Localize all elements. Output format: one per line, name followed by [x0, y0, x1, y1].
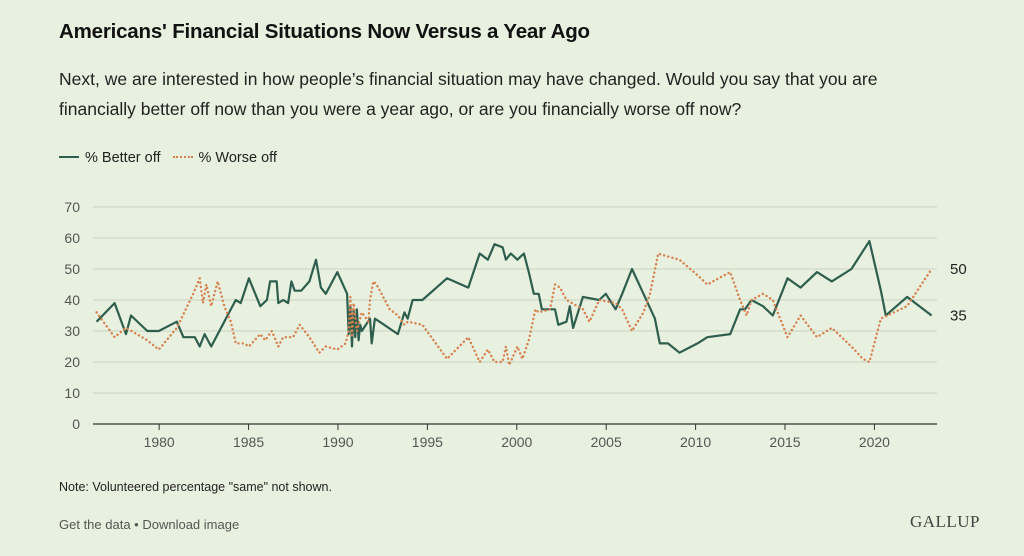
y-tick-label-40: 40: [64, 292, 80, 308]
legend-swatch-worse: [172, 156, 193, 158]
x-tick-label-1990: 1990: [322, 434, 353, 450]
x-tick-label-2020: 2020: [859, 434, 890, 450]
x-tick-label-1995: 1995: [412, 434, 443, 450]
line-chart: 0 10 20 30 40 50 60 70 1980 1985 1990 1995 2000 2005 2…: [64, 199, 967, 450]
legend-label-better: % Better off: [85, 150, 161, 166]
x-tick-label-1985: 1985: [233, 434, 264, 450]
chart-note: Note: Volunteered percentage "same" not …: [59, 480, 332, 494]
download-image-link[interactable]: Download image: [142, 517, 240, 532]
end-label-worse: 50: [950, 261, 967, 278]
y-tick-label-30: 30: [64, 323, 80, 339]
legend-label-worse: % Worse off: [198, 150, 277, 166]
y-tick-label-0: 0: [72, 416, 80, 432]
series-line-worse: [95, 252, 933, 367]
x-tick-label-2010: 2010: [680, 434, 711, 450]
y-tick-label-10: 10: [64, 385, 80, 401]
footer-separator: •: [130, 517, 143, 532]
footer-links: Get the data • Download image: [59, 517, 239, 532]
chart-subtitle: Next, we are interested in how people’s …: [59, 69, 878, 119]
y-tick-label-50: 50: [64, 261, 80, 277]
x-tick-label-2015: 2015: [769, 434, 800, 450]
chart-legend: % Better off % Worse off: [59, 150, 277, 166]
y-tick-label-60: 60: [64, 230, 80, 246]
x-tick-label-2005: 2005: [591, 434, 622, 450]
end-label-better: 35: [950, 308, 967, 325]
x-tick-label-2000: 2000: [501, 434, 532, 450]
x-tick-label-1980: 1980: [144, 434, 175, 450]
get-data-link[interactable]: Get the data: [59, 517, 131, 532]
legend-swatch-better: [59, 156, 79, 158]
y-tick-label-20: 20: [64, 354, 80, 370]
chart-title: Americans' Financial Situations Now Vers…: [59, 20, 590, 43]
series-line-better: [95, 240, 933, 354]
y-tick-label-70: 70: [64, 199, 80, 215]
gallup-logo: GALLUP: [909, 512, 980, 531]
